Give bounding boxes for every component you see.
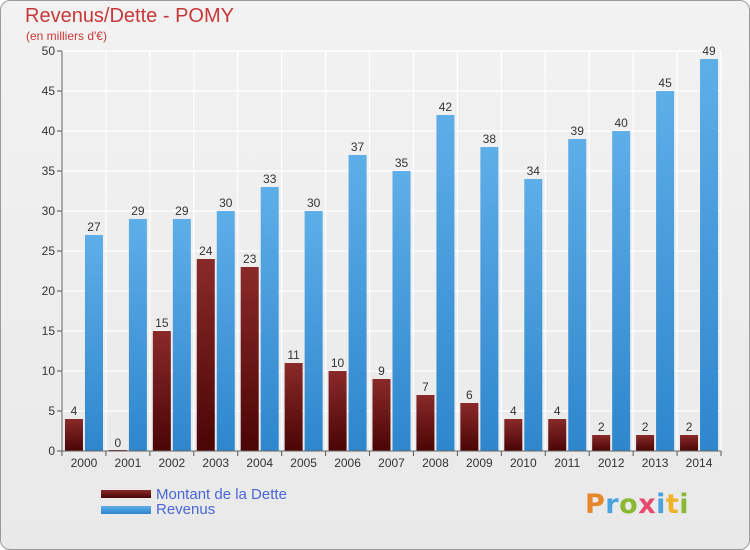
data-label-dette: 24 — [199, 244, 213, 258]
data-label-dette: 4 — [554, 404, 561, 418]
y-tick-label: 45 — [42, 84, 56, 98]
x-tick-label: 2009 — [466, 456, 493, 470]
bar-revenus — [216, 211, 235, 451]
bar-dette — [196, 259, 215, 451]
x-tick-label: 2003 — [202, 456, 229, 470]
data-label-revenus: 42 — [439, 100, 453, 114]
data-label-revenus: 35 — [395, 156, 409, 170]
x-tick-label: 2002 — [158, 456, 185, 470]
proxiti-logo: Proxiti — [585, 489, 690, 520]
bar-revenus — [304, 211, 323, 451]
bar-dette — [152, 331, 171, 451]
bar-dette — [64, 419, 83, 451]
x-tick-label: 2004 — [246, 456, 273, 470]
y-tick-label: 20 — [42, 284, 56, 298]
y-tick-label: 50 — [42, 44, 56, 58]
data-label-dette: 10 — [331, 356, 345, 370]
x-tick-label: 2013 — [642, 456, 669, 470]
bar-revenus — [128, 219, 147, 451]
x-tick-label: 2010 — [510, 456, 537, 470]
bar-revenus — [656, 91, 675, 451]
x-tick-label: 2011 — [554, 456, 580, 470]
bar-dette — [416, 395, 435, 451]
x-tick-label: 2006 — [334, 456, 361, 470]
data-label-revenus: 37 — [351, 140, 365, 154]
bar-revenus — [84, 235, 103, 451]
bar-revenus — [700, 59, 719, 451]
data-label-dette: 2 — [686, 420, 693, 434]
data-label-revenus: 30 — [307, 196, 321, 210]
x-tick-label: 2008 — [422, 456, 449, 470]
data-label-revenus: 33 — [263, 172, 277, 186]
bar-dette — [504, 419, 523, 451]
bar-revenus — [348, 155, 367, 451]
data-label-dette: 23 — [243, 252, 257, 266]
y-tick-label: 25 — [42, 244, 56, 258]
bar-dette — [592, 435, 611, 451]
y-tick-label: 35 — [42, 164, 56, 178]
x-tick-label: 2007 — [378, 456, 405, 470]
y-tick-label: 40 — [42, 124, 56, 138]
data-label-dette: 11 — [287, 348, 300, 362]
bar-revenus — [260, 187, 279, 451]
data-label-dette: 2 — [598, 420, 605, 434]
data-labels: 4 27 0 29 15 29 24 30 23 33 11 30 10 37 9 35 7 42 6 38 4 34 4 3… — [71, 44, 716, 450]
x-tick-label: 2005 — [290, 456, 317, 470]
y-tick-label: 0 — [48, 444, 55, 458]
data-label-dette: 9 — [378, 364, 385, 378]
bar-revenus — [172, 219, 191, 451]
data-label-dette: 6 — [466, 388, 473, 402]
x-tick-label: 2014 — [686, 456, 713, 470]
bar-dette — [372, 379, 391, 451]
gridlines — [62, 50, 722, 451]
data-label-revenus: 49 — [702, 44, 716, 58]
data-label-revenus: 29 — [131, 204, 145, 218]
data-label-dette: 2 — [642, 420, 649, 434]
x-tick-label: 2012 — [598, 456, 625, 470]
bar-dette — [548, 419, 567, 451]
data-label-revenus: 27 — [87, 220, 101, 234]
bar-revenus — [480, 147, 499, 451]
data-label-revenus: 30 — [219, 196, 233, 210]
bar-revenus — [568, 139, 587, 451]
data-label-revenus: 39 — [571, 124, 585, 138]
data-label-revenus: 34 — [527, 164, 541, 178]
data-label-dette: 7 — [422, 380, 429, 394]
bar-revenus — [436, 115, 455, 451]
y-tick-label: 10 — [42, 364, 56, 378]
bar-dette — [284, 363, 303, 451]
bars — [64, 59, 719, 451]
chart-subtitle: (en milliers d'€) — [26, 29, 107, 43]
bar-dette — [240, 267, 259, 451]
data-label-revenus: 40 — [614, 116, 628, 130]
bar-dette — [328, 371, 347, 451]
bar-dette — [460, 403, 479, 451]
data-label-dette: 4 — [510, 404, 517, 418]
data-label-revenus: 45 — [658, 76, 672, 90]
data-label-revenus: 38 — [483, 132, 497, 146]
data-label-dette: 0 — [115, 436, 122, 450]
chart-title: Revenus/Dette - POMY — [25, 5, 234, 27]
bar-revenus — [524, 179, 543, 451]
y-tick-label: 30 — [42, 204, 56, 218]
bar-revenus — [392, 171, 411, 451]
y-tick-label: 5 — [48, 404, 55, 418]
data-label-dette: 15 — [155, 316, 169, 330]
bar-revenus — [612, 131, 631, 451]
legend-swatch-revenus — [101, 506, 151, 514]
legend-label-revenus: Revenus — [156, 501, 216, 518]
x-tick-label: 2001 — [115, 456, 142, 470]
legend-label-dette: Montant de la Dette — [156, 486, 287, 503]
legend-swatch-dette — [101, 490, 151, 498]
bar-dette — [636, 435, 655, 451]
x-tick-label: 2000 — [71, 456, 98, 470]
y-tick-label: 15 — [42, 324, 56, 338]
data-label-revenus: 29 — [175, 204, 189, 218]
data-label-dette: 4 — [71, 404, 78, 418]
bar-dette — [680, 435, 699, 451]
